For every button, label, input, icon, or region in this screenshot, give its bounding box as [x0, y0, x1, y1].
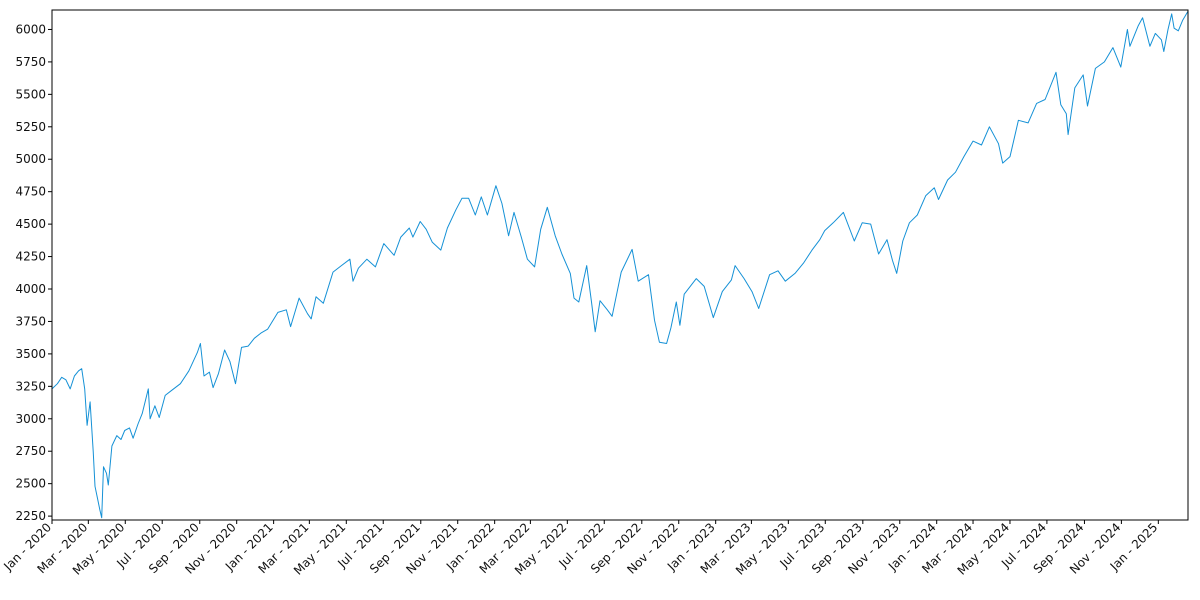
y-tick-label: 3250 [15, 379, 46, 393]
y-tick-label: 5750 [15, 55, 46, 69]
series-line [51, 11, 1189, 519]
y-tick-label: 2250 [15, 509, 46, 523]
y-tick-label: 4750 [15, 185, 46, 199]
y-tick-label: 3500 [15, 347, 46, 361]
y-tick-label: 4000 [15, 282, 46, 296]
y-tick-label: 2750 [15, 444, 46, 458]
y-tick-label: 4500 [15, 217, 46, 231]
y-tick-label: 4250 [15, 250, 46, 264]
y-axis: 2250 2500 2750 3000 3250 3500 3750 4000 4250 4500… [15, 22, 52, 523]
series-layer [51, 11, 1189, 519]
y-tick-label: 3750 [15, 314, 46, 328]
y-tick-label: 6000 [15, 22, 46, 36]
y-tick-label: 5000 [15, 152, 46, 166]
y-tick-label: 5500 [15, 87, 46, 101]
y-tick-label: 2500 [15, 477, 46, 491]
plot-frame [51, 9, 1189, 521]
y-tick-label: 5250 [15, 120, 46, 134]
y-tick-label: 3000 [15, 412, 46, 426]
